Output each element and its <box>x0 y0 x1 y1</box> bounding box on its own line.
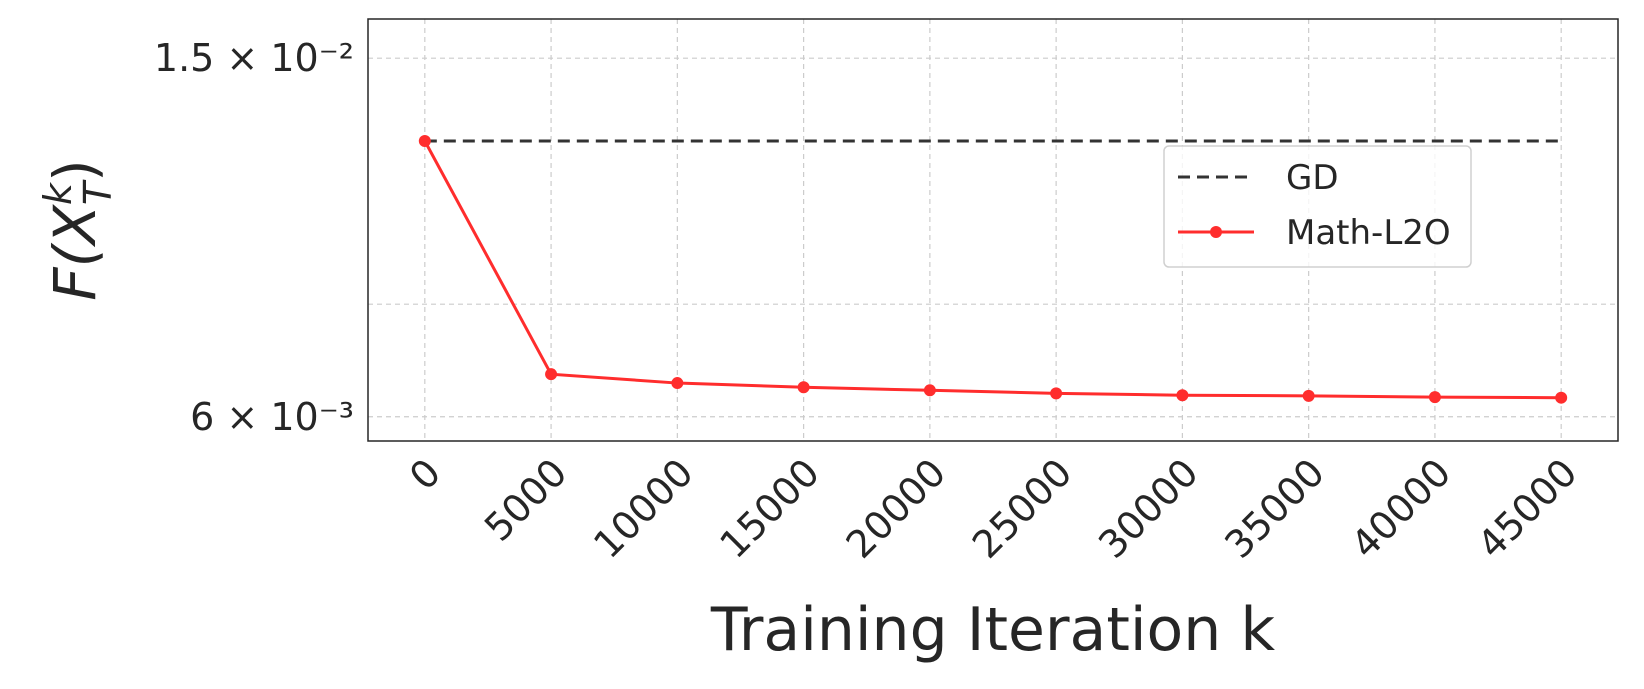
x-tick-label: 5000 <box>476 450 576 550</box>
x-tick-label: 35000 <box>1216 450 1333 567</box>
x-tick-label: 20000 <box>838 450 955 567</box>
point <box>1176 389 1189 402</box>
y-label-sup: k <box>36 181 80 205</box>
y-axis-label: F(XkT) <box>36 159 120 301</box>
legend-label: GD <box>1286 158 1339 198</box>
y-tick-label: 6 × 10⁻³ <box>190 395 354 439</box>
y-label-base: F(X <box>41 204 109 301</box>
y-tick-label: 1.5 × 10⁻² <box>154 36 354 80</box>
x-tick-label: 30000 <box>1090 450 1207 567</box>
x-tick-label: 15000 <box>711 450 828 567</box>
series-line <box>423 140 1562 400</box>
point <box>671 377 684 390</box>
point <box>797 381 810 394</box>
x-tick-label: 10000 <box>585 450 702 567</box>
point <box>545 368 558 381</box>
point <box>1428 391 1441 404</box>
legend-label: Math-L2O <box>1286 213 1451 253</box>
legend-marker <box>1210 226 1222 238</box>
plot-frame <box>367 18 1619 442</box>
x-tick-label: 0 <box>401 450 449 498</box>
point <box>923 384 936 397</box>
y-label-sub: T <box>76 179 120 205</box>
x-tick-label: 45000 <box>1469 450 1586 567</box>
y-label-end: ) <box>41 159 109 182</box>
point <box>1050 387 1063 400</box>
point <box>1555 391 1568 404</box>
point <box>1302 389 1315 402</box>
x-tick-label: 25000 <box>964 450 1081 567</box>
x-axis-label: Training Iteration k <box>710 595 1275 665</box>
point <box>418 134 431 147</box>
x-tick-label: 40000 <box>1343 450 1460 567</box>
